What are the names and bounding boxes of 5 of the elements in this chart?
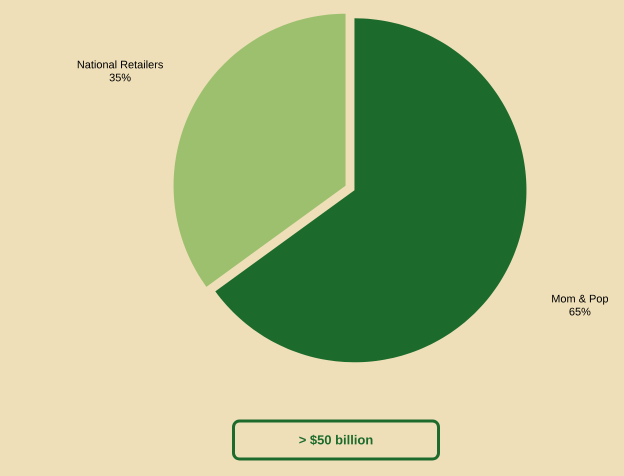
data-label: 35% bbox=[110, 74, 131, 82]
text: > $50 billion bbox=[299, 434, 372, 446]
data-label: 65% bbox=[569, 308, 590, 316]
slice-label: National Retailers bbox=[78, 60, 163, 68]
slice-label: Mom & Pop bbox=[552, 294, 608, 305]
